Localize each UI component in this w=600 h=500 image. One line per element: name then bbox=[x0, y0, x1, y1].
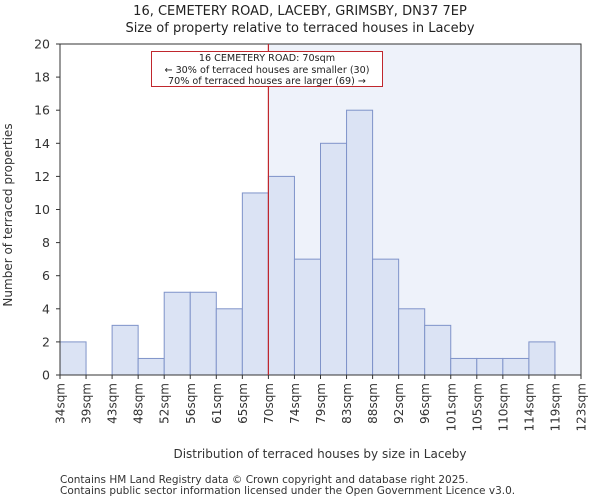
footer-copyright: Contains HM Land Registry data © Crown c… bbox=[60, 474, 469, 486]
x-tick-label: 119sqm bbox=[548, 383, 562, 431]
x-tick-label: 114sqm bbox=[522, 383, 536, 431]
bar-92sqm bbox=[398, 308, 426, 376]
bar-56sqm bbox=[189, 291, 217, 376]
y-tick-label: 14 bbox=[34, 136, 50, 151]
bar-110sqm bbox=[502, 357, 530, 376]
annotation-larger: 70% of terraced houses are larger (69) → bbox=[168, 76, 366, 87]
y-tick-label: 20 bbox=[34, 37, 50, 52]
chart-subtitle: Size of property relative to terraced ho… bbox=[125, 21, 475, 36]
bar-101sqm bbox=[450, 357, 478, 376]
x-tick-label: 56sqm bbox=[184, 383, 198, 424]
bar-79sqm bbox=[320, 142, 348, 376]
x-tick-label: 79sqm bbox=[314, 383, 328, 424]
x-tick-label: 70sqm bbox=[262, 383, 276, 424]
x-tick-label: 65sqm bbox=[236, 383, 250, 424]
bar-34sqm bbox=[59, 341, 87, 376]
y-tick-label: 6 bbox=[42, 268, 50, 283]
x-tick-label: 34sqm bbox=[54, 383, 68, 424]
bar-52sqm bbox=[163, 291, 191, 376]
x-tick-label: 61sqm bbox=[210, 383, 224, 424]
y-tick-label: 16 bbox=[34, 103, 50, 118]
x-tick-label: 43sqm bbox=[106, 383, 120, 424]
y-tick-label: 4 bbox=[42, 301, 50, 316]
y-tick-label: 2 bbox=[42, 334, 50, 349]
annotation-smaller: ← 30% of terraced houses are smaller (30… bbox=[164, 64, 370, 76]
x-tick-label: 39sqm bbox=[80, 383, 94, 424]
bar-43sqm bbox=[111, 324, 139, 376]
y-axis-label: Number of terraced properties bbox=[1, 123, 15, 306]
x-tick-label: 101sqm bbox=[444, 383, 458, 431]
bar-105sqm bbox=[476, 357, 504, 376]
x-tick-label: 110sqm bbox=[496, 383, 510, 431]
x-tick-label: 52sqm bbox=[158, 383, 172, 424]
bar-96sqm bbox=[424, 324, 452, 376]
x-tick-label: 74sqm bbox=[288, 383, 302, 424]
annotation-box: 16 CEMETERY ROAD: 70sqm ← 30% of terrace… bbox=[151, 51, 383, 87]
chart-title: 16, CEMETERY ROAD, LACEBY, GRIMSBY, DN37… bbox=[133, 4, 467, 19]
y-tick-label: 18 bbox=[34, 70, 50, 85]
y-tick-label: 8 bbox=[42, 235, 50, 250]
x-tick-label: 88sqm bbox=[366, 383, 380, 424]
x-tick-label: 105sqm bbox=[470, 383, 484, 431]
x-tick-label: 92sqm bbox=[392, 383, 406, 424]
x-tick-label: 96sqm bbox=[418, 383, 432, 424]
bar-65sqm bbox=[241, 192, 269, 376]
bar-48sqm bbox=[137, 357, 165, 376]
bar-114sqm bbox=[528, 341, 556, 376]
y-tick-label: 12 bbox=[34, 169, 50, 184]
x-tick-label: 83sqm bbox=[340, 383, 354, 424]
x-tick-label: 123sqm bbox=[575, 383, 589, 431]
x-axis-label: Distribution of terraced houses by size … bbox=[173, 447, 466, 461]
bar-88sqm bbox=[372, 258, 400, 376]
bar-61sqm bbox=[215, 308, 243, 376]
footer-licence: Contains public sector information licen… bbox=[60, 485, 516, 497]
y-tick-label: 10 bbox=[34, 202, 50, 217]
bar-83sqm bbox=[346, 109, 374, 376]
annotation-title: 16 CEMETERY ROAD: 70sqm bbox=[198, 53, 336, 64]
x-tick-label: 48sqm bbox=[132, 383, 146, 424]
bar-70sqm bbox=[267, 175, 295, 376]
y-tick-label: 0 bbox=[42, 368, 50, 383]
bar-74sqm bbox=[293, 258, 322, 376]
